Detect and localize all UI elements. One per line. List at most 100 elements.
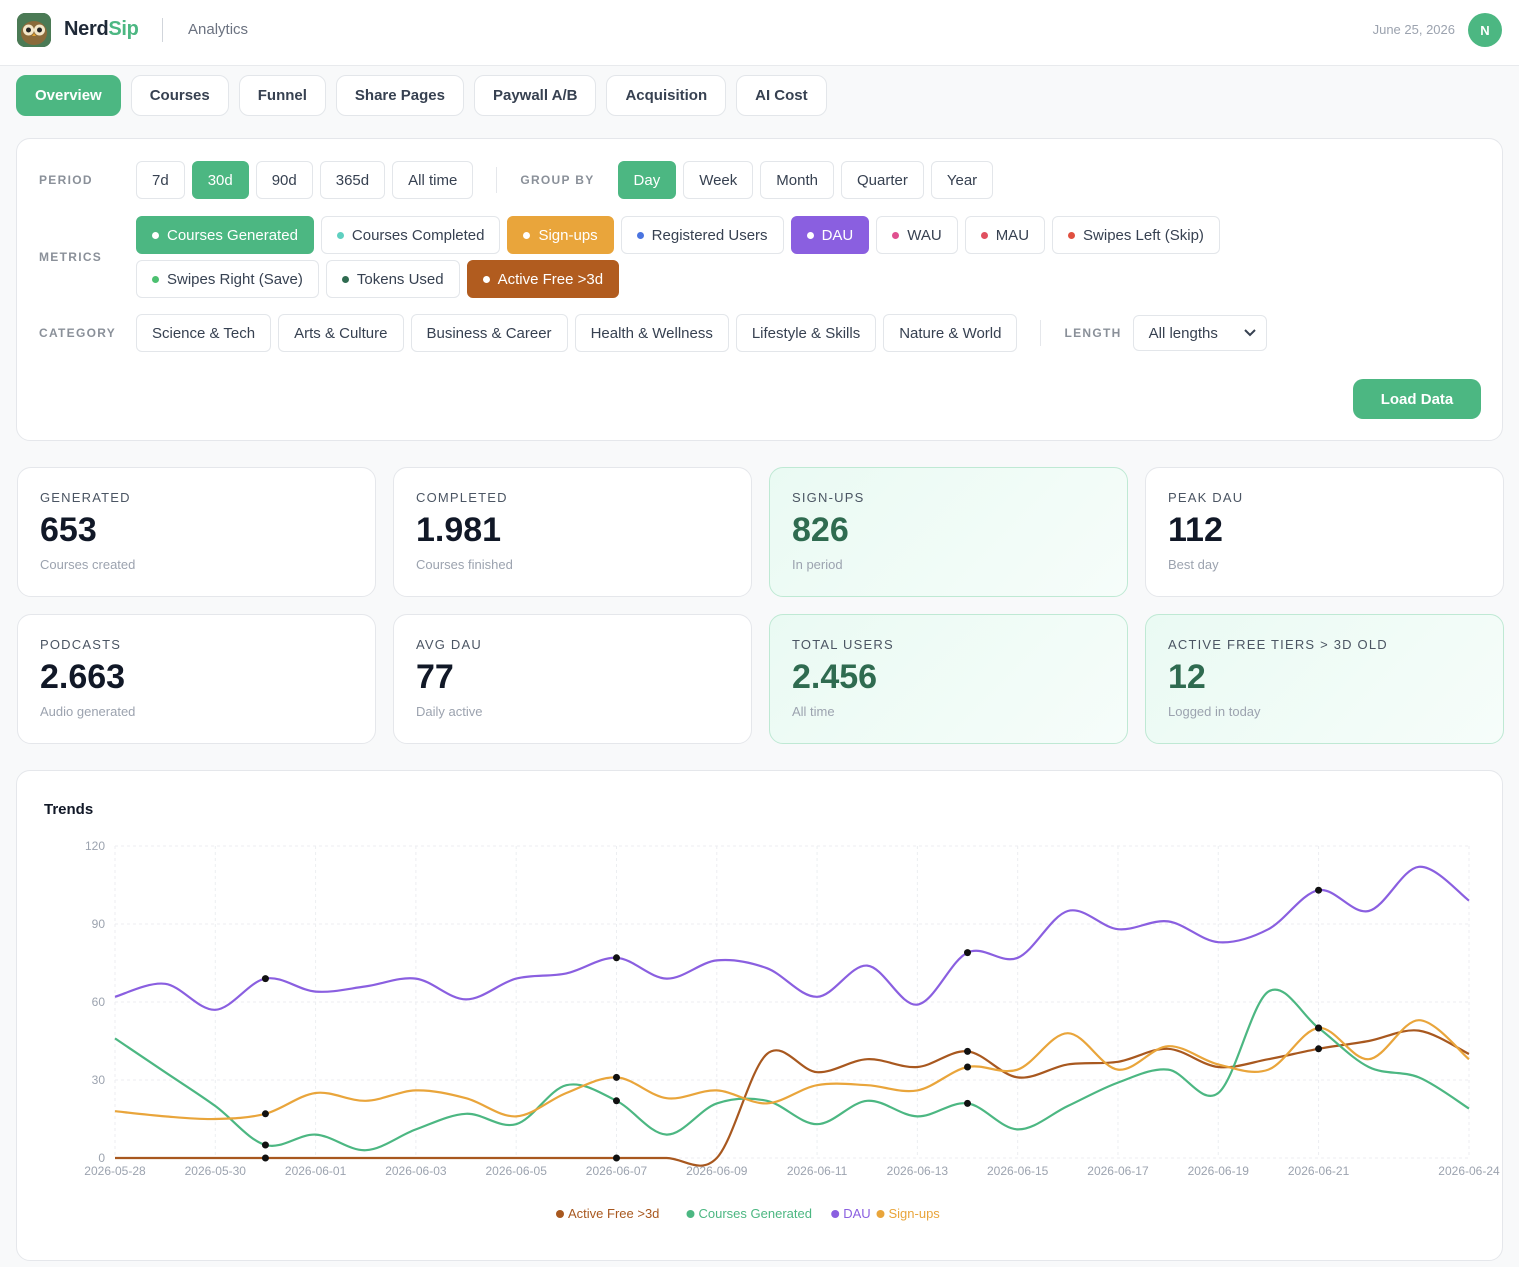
x-tick-label: 2026-06-17 [1087, 1164, 1149, 1178]
metrics-row-1: Courses Generated Courses Completed Sign… [136, 216, 1220, 254]
period-30d[interactable]: 30d [191, 161, 249, 199]
metric-swipes-right[interactable]: Swipes Right (Save) [136, 260, 319, 298]
metric-tokens-used[interactable]: Tokens Used [325, 260, 460, 298]
metric-courses-completed[interactable]: Courses Completed [320, 216, 501, 254]
metric-label: Swipes Left (Skip) [1083, 226, 1204, 244]
owl-logo-icon[interactable] [17, 13, 51, 47]
stat-label: PEAK DAU [1168, 490, 1244, 505]
data-point [612, 954, 620, 962]
metric-dot [482, 275, 490, 283]
period-7d[interactable]: 7d [136, 161, 185, 199]
tab-overview[interactable]: Overview [16, 75, 121, 116]
group-year[interactable]: Year [930, 161, 994, 199]
x-tick-label: 2026-06-05 [485, 1164, 547, 1178]
metric-label: Tokens Used [356, 270, 444, 288]
period-90d[interactable]: 90d [255, 161, 313, 199]
tab-courses[interactable]: Courses [130, 75, 229, 116]
stat-subtitle: Best day [1168, 557, 1219, 572]
x-tick-label: 2026-06-13 [887, 1164, 949, 1178]
x-tick-label: 2026-05-30 [185, 1164, 247, 1178]
stat-label: PODCASTS [40, 637, 122, 652]
y-tick-label: 30 [92, 1073, 106, 1087]
metric-swipes-left[interactable]: Swipes Left (Skip) [1052, 216, 1220, 254]
metric-dau[interactable]: DAU [790, 216, 870, 254]
section-title: Analytics [188, 21, 249, 38]
category-health-wellness[interactable]: Health & Wellness [574, 314, 729, 352]
x-tick-label: 2026-06-09 [686, 1164, 748, 1178]
series-line-dau [114, 865, 1470, 1011]
metric-label: Active Free >3d [497, 270, 604, 288]
metric-label: Registered Users [651, 226, 768, 244]
metric-dot [806, 231, 814, 239]
stat-subtitle: All time [792, 704, 835, 719]
legend-label: Courses Generated [699, 1206, 812, 1221]
metric-active-free[interactable]: Active Free >3d [466, 260, 620, 298]
tab-paywall-ab[interactable]: Paywall A/B [473, 75, 597, 116]
data-point [261, 1154, 269, 1162]
length-select[interactable]: All lengths [1132, 315, 1267, 351]
x-tick-label: 2026-06-11 [787, 1164, 848, 1178]
filter-separator [1040, 320, 1042, 346]
metrics-label: METRICS [39, 250, 103, 264]
period-365d[interactable]: 365d [319, 161, 386, 199]
metric-courses-generated[interactable]: Courses Generated [136, 216, 314, 254]
data-point [612, 1073, 620, 1081]
data-point [261, 1141, 269, 1149]
user-avatar[interactable]: N [1468, 13, 1502, 47]
group-by-label: GROUP BY [520, 173, 595, 187]
data-point [1315, 1024, 1323, 1032]
filter-separator [496, 167, 498, 193]
data-point [964, 1047, 972, 1055]
brand-part-b: Sip [108, 18, 139, 40]
category-label: CATEGORY [39, 326, 117, 340]
tab-share-pages[interactable]: Share Pages [335, 75, 464, 116]
data-point [964, 1063, 972, 1071]
data-point [612, 1097, 620, 1105]
group-quarter[interactable]: Quarter [840, 161, 924, 199]
category-lifestyle-skills[interactable]: Lifestyle & Skills [735, 314, 877, 352]
tab-funnel[interactable]: Funnel [238, 75, 326, 116]
legend-swatch [831, 1210, 840, 1218]
stat-value: 12 [1168, 658, 1206, 696]
metric-registered-users[interactable]: Registered Users [620, 216, 784, 254]
tab-acquisition[interactable]: Acquisition [606, 75, 727, 116]
metrics-row-2: Swipes Right (Save) Tokens Used Active F… [136, 260, 620, 298]
x-tick-label: 2026-05-28 [84, 1164, 146, 1178]
category-arts-culture[interactable]: Arts & Culture [278, 314, 404, 352]
metric-label: Courses Generated [167, 226, 298, 244]
metric-sign-ups[interactable]: Sign-ups [507, 216, 614, 254]
metric-label: Courses Completed [351, 226, 485, 244]
tab-ai-cost[interactable]: AI Cost [736, 75, 827, 116]
category-nature-world[interactable]: Nature & World [883, 314, 1018, 352]
metric-dot [636, 231, 644, 239]
x-tick-label: 2026-06-01 [285, 1164, 347, 1178]
group-month[interactable]: Month [760, 161, 834, 199]
x-tick-label: 2026-06-07 [586, 1164, 648, 1178]
stat-value: 2.456 [792, 658, 878, 696]
metric-dot [980, 231, 988, 239]
data-point [261, 1110, 269, 1118]
stat-subtitle: Courses finished [416, 557, 513, 572]
stat-subtitle: Daily active [416, 704, 483, 719]
metric-dot [152, 275, 159, 283]
category-science-tech[interactable]: Science & Tech [136, 314, 272, 352]
stat-subtitle: Courses created [40, 557, 136, 572]
metric-wau[interactable]: WAU [876, 216, 958, 254]
stat-card-peak-dau: PEAK DAU 112 Best day [1145, 467, 1504, 597]
metric-dot [152, 231, 159, 239]
stat-card-total-users: TOTAL USERS 2.456 All time [769, 614, 1128, 744]
brand-name[interactable]: NerdSip [64, 18, 139, 41]
metric-label: DAU [821, 226, 854, 244]
metric-dot [336, 231, 344, 239]
metric-mau[interactable]: MAU [964, 216, 1046, 254]
trends-chart[interactable]: 0 30 60 90 120 2026-05-28 2026-05-30 2026-06-01… [17, 771, 1504, 1262]
data-point [1315, 886, 1323, 894]
group-week[interactable]: Week [683, 161, 754, 199]
group-day[interactable]: Day [617, 161, 677, 199]
series-line-active-free-3d [114, 1029, 1470, 1167]
legend-label: DAU [843, 1206, 870, 1221]
category-business-career[interactable]: Business & Career [410, 314, 568, 352]
period-all-time[interactable]: All time [392, 161, 474, 199]
load-data-button[interactable]: Load Data [1353, 379, 1481, 419]
category-row: Science & Tech Arts & Culture Business &… [136, 314, 1267, 352]
